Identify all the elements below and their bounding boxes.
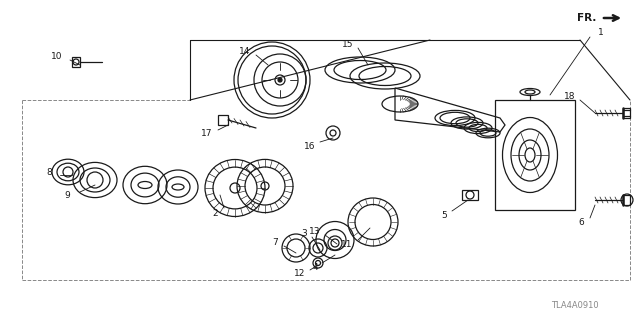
Text: TLA4A0910: TLA4A0910	[551, 301, 599, 310]
Text: 6: 6	[579, 218, 584, 227]
Bar	[495, 100, 575, 210]
Text: FR.: FR.	[577, 13, 596, 23]
Text: 14: 14	[239, 46, 250, 55]
Text: 5: 5	[441, 211, 447, 220]
Text: 12: 12	[294, 269, 305, 278]
Text: 4: 4	[312, 263, 318, 273]
Text: 15: 15	[342, 39, 353, 49]
Text: 17: 17	[200, 129, 212, 138]
Bar	[623, 195, 630, 205]
Text: 9: 9	[64, 190, 70, 199]
Circle shape	[278, 78, 282, 82]
Bar	[72, 57, 80, 67]
Text: 16: 16	[303, 141, 315, 150]
Text: 7: 7	[272, 237, 278, 246]
Text: 3: 3	[301, 228, 307, 237]
Bar	[218, 115, 228, 125]
Text: 2: 2	[212, 209, 218, 218]
Text: 13: 13	[308, 227, 320, 236]
Bar	[462, 190, 478, 200]
Text: 1: 1	[598, 28, 604, 36]
Text: 11: 11	[340, 239, 352, 249]
Bar	[623, 108, 630, 118]
Text: 18: 18	[563, 92, 575, 100]
Text: 8: 8	[46, 167, 52, 177]
Text: 10: 10	[51, 52, 62, 60]
